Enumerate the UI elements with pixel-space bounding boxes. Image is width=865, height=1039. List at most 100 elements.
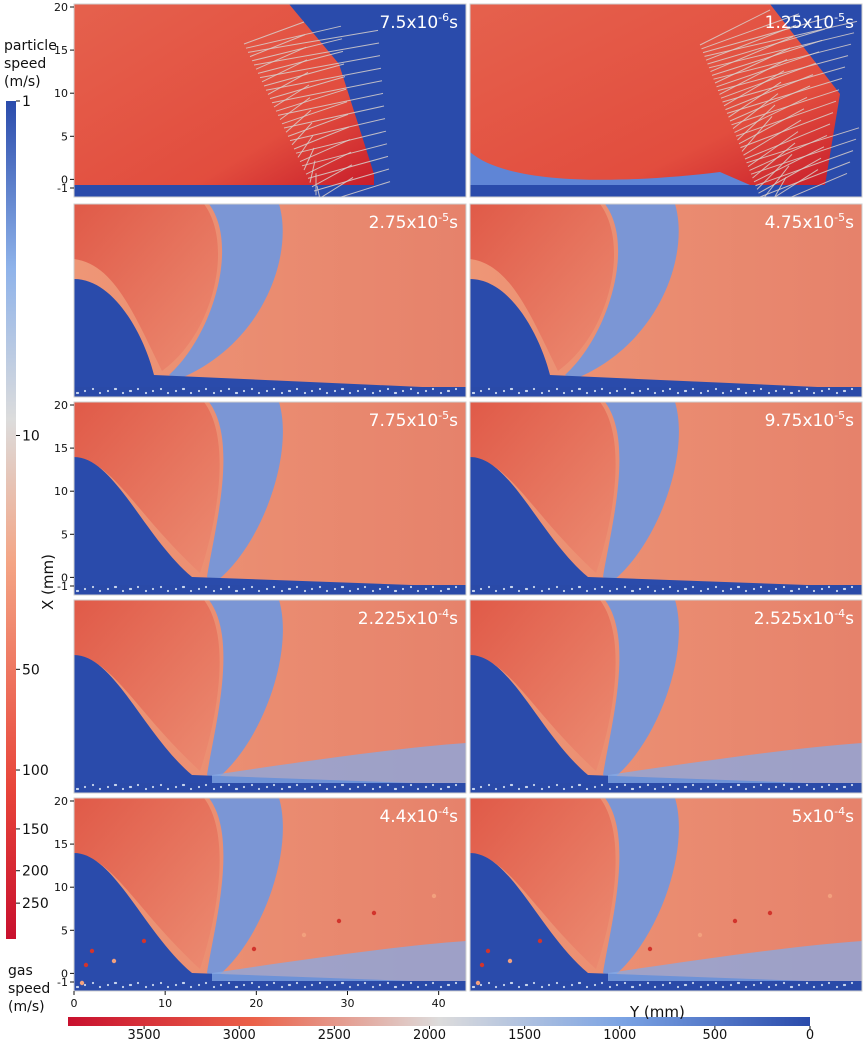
time-label: 9.75x10-5s [765,409,855,431]
bed-particle [356,389,360,393]
bed-particle [691,387,695,391]
y-tick-label: 10 [54,485,68,498]
bed-particle [348,391,352,395]
bed-particle [668,387,672,391]
bed-particle [295,387,299,391]
particle-streak [732,93,779,129]
bed-particle [424,587,428,591]
bed-particle [310,389,314,393]
bed-particle [424,785,428,789]
bed-particle [646,981,650,985]
bed-particle [479,389,483,393]
bed-particle [227,585,231,589]
particle-streak [774,169,819,197]
gas-colorbar-tick-label: 500 [702,1028,727,1039]
time-label-exponent: -5 [834,11,845,24]
bed-particle [182,783,186,787]
bed-particle [416,787,420,791]
shock-band-blue [565,204,679,379]
bed-particle [129,983,133,987]
bed-particle [653,391,657,395]
shock-band-blue [603,798,679,977]
jet-region [470,655,862,793]
bed-particle [219,389,223,393]
particle-colorbar-tick-label: 10 [22,429,40,445]
particle-colorbar-gradient [6,101,16,939]
bed-particle [540,787,544,791]
bed-particle [608,589,612,593]
bed-particle [767,391,771,395]
time-label-base: 2.225x10 [358,609,438,629]
time-label-base: 9.75x10 [765,411,835,431]
bed-particle [759,981,763,985]
bed-particle [447,983,451,987]
bed-particle [114,981,118,985]
y-tick-label: 10 [54,87,68,100]
particle-colorbar-title-line1: particle [4,38,57,54]
bed-particle [547,983,551,987]
bed-particle [737,783,741,787]
particle-colorbar-tick-label: 200 [22,864,49,880]
bed-particle [182,387,186,391]
jet-region [470,279,862,397]
y-axis-ticks-row-3: 20 15 10 5 0-1 [54,399,74,593]
ejected-particle [697,932,703,938]
bed-particle [752,785,756,789]
time-label-unit: s [449,213,458,233]
bed-particle [235,391,239,395]
particle-streak [277,92,384,116]
bed-particle [280,391,284,395]
low-speed-layer [212,743,466,793]
ejected-particle [431,893,437,899]
particle-streak [311,164,353,188]
bed-particle [272,783,276,787]
bed-particle [593,389,597,393]
bed-particle [447,785,451,789]
bed-particle [843,785,847,789]
bed-particle [394,391,398,395]
particle-streak [255,46,307,70]
bed-particle [159,981,163,985]
bed-particle [280,589,284,593]
shock-band-blue [603,600,679,779]
bed-particle [272,387,276,391]
low-speed-layer [212,941,466,991]
particle-streak [711,39,823,76]
bed-particle [295,585,299,589]
particle-streak [293,126,350,150]
particle-streak [267,71,309,95]
bed-particle [767,787,771,791]
bed-particle [166,391,170,395]
bed-particle [827,585,831,589]
bed-particle [242,785,246,789]
bed-particle [600,387,604,391]
gas-colorbar-tick-label: 2000 [413,1028,446,1039]
bed-particle [318,387,322,391]
bed-particle [805,585,809,589]
bed-particle [479,983,483,987]
gas-colorbar-tick-label: 1000 [603,1028,636,1039]
bed-particle [91,981,95,985]
bed-particle [646,387,650,391]
bed-particle [106,587,110,591]
bed-particle [401,389,405,393]
time-label: 4.75x10-5s [765,211,855,233]
bed-particle [174,983,178,987]
bed-particle [759,783,763,787]
bed-particle [782,387,786,391]
bed-particle [189,787,193,791]
bed-particle [325,391,329,395]
bed-particle [76,391,80,395]
particle-streak [297,135,314,158]
particle-streak [287,113,349,137]
time-label-base: 7.5x10 [379,13,438,33]
bed-particle [212,787,216,791]
bed-particle [409,585,413,589]
bed-particle [805,981,809,985]
bed-particle [378,785,382,789]
bed-particle [676,985,680,989]
bed-particle [782,981,786,985]
bed-particle [204,981,208,985]
ejected-particle [251,946,257,952]
x-axis-title: Y (mm) [629,1003,685,1021]
